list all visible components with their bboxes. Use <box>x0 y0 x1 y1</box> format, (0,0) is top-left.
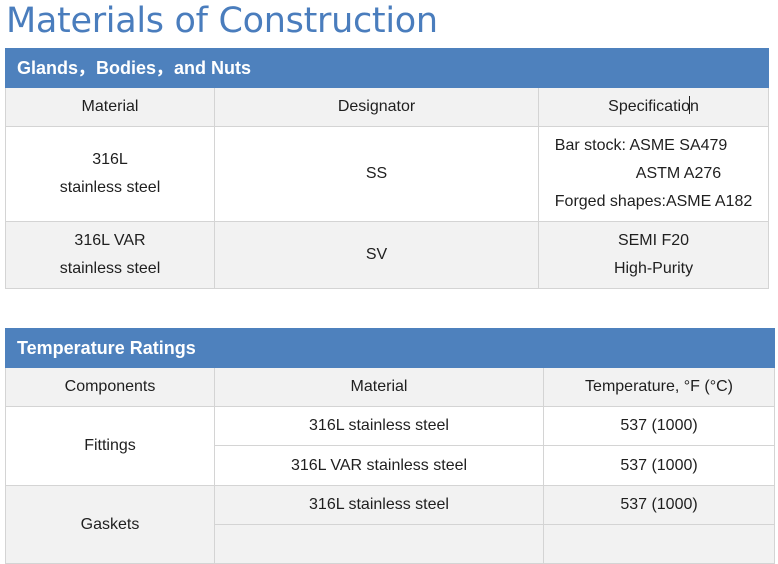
table-row: 316L stainless steel SS Bar stock: ASME … <box>5 126 770 222</box>
material-line: stainless steel <box>59 179 161 196</box>
temperature-cell: 537 (1000) <box>542 445 776 486</box>
material-cell: 316L stainless steel <box>214 485 544 525</box>
temperature-ratings-table: Temperature Ratings Components Material … <box>4 328 776 564</box>
spec-line: Forged shapes:ASME A182 <box>554 193 753 210</box>
specification-header-part2: n <box>689 98 699 115</box>
material-cell: 316L VAR stainless steel <box>5 221 215 289</box>
glands-column-headers: Material Designator Specification <box>5 87 770 127</box>
column-header-designator: Designator <box>214 87 539 127</box>
spec-line: High-Purity <box>613 260 694 277</box>
spec-line: ASTM A276 <box>635 165 722 182</box>
glands-section-title: Glands，Bodies，and Nuts <box>4 48 770 88</box>
column-header-material: Material <box>5 87 215 127</box>
temperature-cell: 537 (1000) <box>542 406 776 446</box>
material-cell: 316L stainless steel <box>214 406 544 446</box>
material-line: 316L <box>92 151 128 168</box>
component-cell: Gaskets <box>5 485 215 564</box>
text-cursor <box>689 96 691 114</box>
material-cell: 316L VAR stainless steel <box>214 445 544 486</box>
spec-line: Bar stock: ASME SA479 <box>554 137 728 154</box>
designator-cell: SV <box>214 221 539 289</box>
column-header-specification: Specification <box>537 87 770 127</box>
material-line: stainless steel <box>59 260 161 277</box>
page-title: Materials of Construction <box>6 1 438 41</box>
glands-section-header: Glands，Bodies，and Nuts <box>4 48 770 88</box>
specification-cell: Bar stock: ASME SA479 ASTM A276 Forged s… <box>537 126 770 222</box>
temperature-section-title: Temperature Ratings <box>4 328 776 368</box>
column-header-temperature: Temperature, °F (°C) <box>542 367 776 407</box>
column-header-components: Components <box>5 367 215 407</box>
table-row: 316L VAR stainless steel SV SEMI F20 Hig… <box>5 221 770 289</box>
temperature-column-headers: Components Material Temperature, °F (°C) <box>5 367 776 407</box>
table-row: Fittings 316L stainless steel 537 (1000) <box>5 406 776 486</box>
specification-header-part1: Specificatio <box>608 98 690 115</box>
component-cell: Fittings <box>5 406 215 486</box>
spec-line: SEMI F20 <box>617 232 690 249</box>
temperature-section-header: Temperature Ratings <box>4 328 776 368</box>
designator-cell: SS <box>214 126 539 222</box>
glands-bodies-nuts-table: Glands，Bodies，and Nuts Material Designat… <box>4 48 770 289</box>
temperature-cell: 537 (1000) <box>542 485 776 525</box>
material-cell <box>214 524 544 564</box>
temperature-cell <box>542 524 776 564</box>
table-row: Gaskets 316L stainless steel 537 (1000) <box>5 485 776 564</box>
specification-cell: SEMI F20 High-Purity <box>537 221 770 289</box>
table-row: 316L VAR stainless steel 537 (1000) <box>6 445 776 486</box>
material-line: 316L VAR <box>74 232 146 249</box>
column-header-material: Material <box>214 367 544 407</box>
material-cell: 316L stainless steel <box>5 126 215 222</box>
